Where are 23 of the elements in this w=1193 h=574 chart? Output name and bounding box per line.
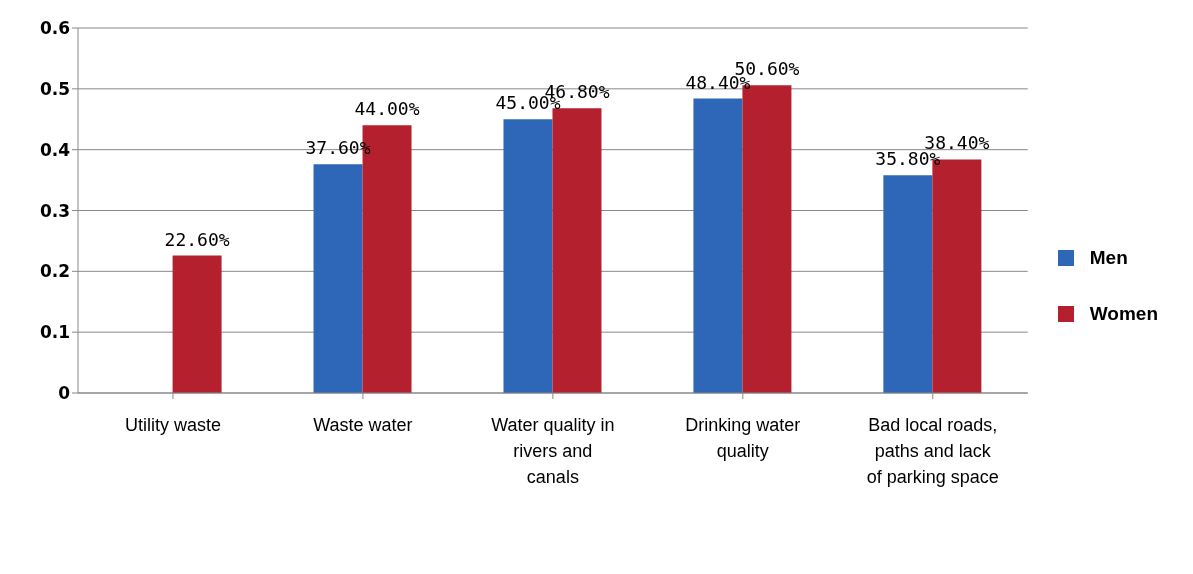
x-tick-label: Waste water <box>313 415 413 435</box>
legend-label: Women <box>1089 302 1158 324</box>
data-label: 35.80% <box>875 148 941 170</box>
bar <box>503 119 553 393</box>
x-tick-label: Drinking water quality <box>685 415 801 461</box>
data-label: 44.00% <box>354 98 420 120</box>
data-label: 22.60% <box>164 228 230 250</box>
legend-label: Men <box>1089 246 1128 268</box>
x-tick-label: Water quality in rivers and canals <box>491 415 615 487</box>
y-tick-label: 0 <box>58 383 71 404</box>
y-tick-label: 0.3 <box>39 200 70 221</box>
y-tick-label: 0.1 <box>39 322 70 343</box>
x-tick-label: Bad local roads, paths and lack of parking space <box>866 415 999 487</box>
y-tick-label: 0.4 <box>39 139 71 160</box>
x-tick-label: Utility waste <box>124 415 221 435</box>
y-tick-label: 0.2 <box>39 261 70 282</box>
bar <box>883 175 933 393</box>
bar <box>693 98 743 393</box>
bar <box>552 108 602 393</box>
y-tick-label: 0.6 <box>39 18 70 39</box>
bar <box>313 164 363 393</box>
bar <box>172 255 222 393</box>
y-tick-label: 0.5 <box>39 78 70 99</box>
